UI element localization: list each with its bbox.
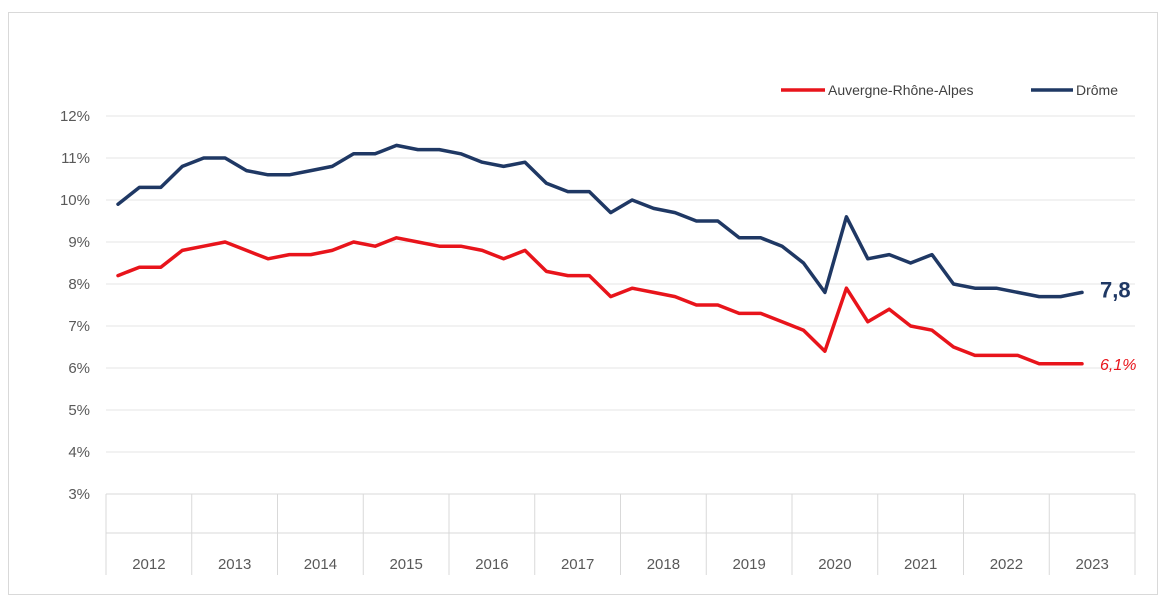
y-tick-label: 3% bbox=[68, 486, 90, 503]
x-tick-label: 2014 bbox=[304, 556, 337, 573]
y-tick-label: 5% bbox=[68, 402, 90, 419]
y-tick-label: 7% bbox=[68, 318, 90, 335]
y-tick-label: 11% bbox=[61, 150, 90, 167]
x-tick-label: 2019 bbox=[732, 556, 765, 573]
x-tick-label: 2021 bbox=[904, 556, 937, 573]
y-tick-label: 4% bbox=[68, 444, 90, 461]
y-tick-label: 12% bbox=[60, 108, 90, 125]
x-tick-label: 2015 bbox=[389, 556, 422, 573]
x-tick-label: 2020 bbox=[818, 556, 851, 573]
y-tick-label: 10% bbox=[60, 192, 90, 209]
chart-frame bbox=[8, 12, 1158, 595]
end-value-label: 6,1% bbox=[1100, 357, 1136, 374]
x-tick-label: 2016 bbox=[475, 556, 508, 573]
x-tick-label: 2013 bbox=[218, 556, 251, 573]
legend-label: Auvergne-Rhône-Alpes bbox=[828, 82, 974, 98]
x-tick-label: 2023 bbox=[1075, 556, 1108, 573]
end-value-label: 7,8 bbox=[1100, 277, 1131, 302]
x-tick-label: 2018 bbox=[647, 556, 680, 573]
series-line-auvergne-rhone-alpes bbox=[116, 236, 1084, 366]
x-tick-label: 2012 bbox=[132, 556, 165, 573]
x-tick-label: 2017 bbox=[561, 556, 594, 573]
y-tick-label: 6% bbox=[68, 360, 90, 377]
legend-label: Drôme bbox=[1076, 82, 1118, 98]
y-tick-label: 8% bbox=[68, 276, 90, 293]
y-tick-label: 9% bbox=[68, 234, 90, 251]
series-line-drome bbox=[116, 143, 1084, 299]
x-tick-label: 2022 bbox=[990, 556, 1023, 573]
